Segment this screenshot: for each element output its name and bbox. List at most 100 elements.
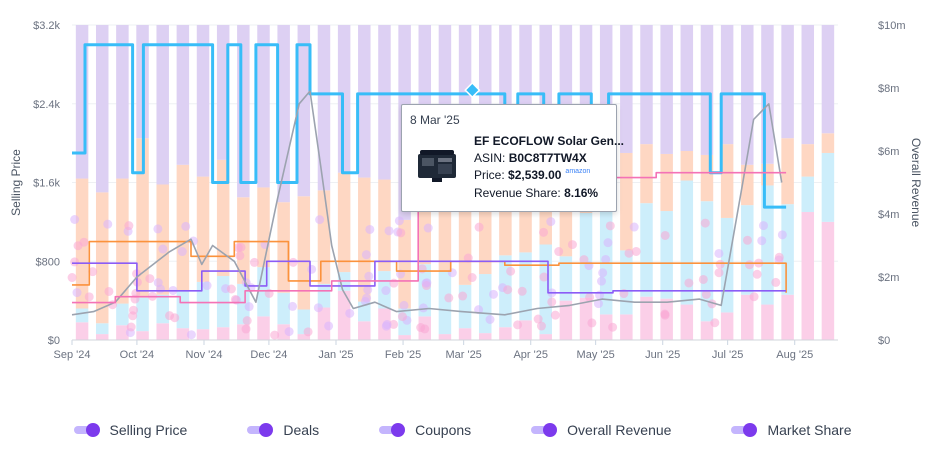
x-tick-label: Feb '25 (385, 349, 421, 361)
data-dot (757, 236, 767, 246)
data-dot (593, 299, 603, 309)
bar-segment (237, 283, 250, 325)
data-dot (70, 215, 80, 225)
bar-segment (499, 327, 512, 340)
bar-segment (237, 197, 250, 284)
bar-segment (680, 180, 694, 305)
x-tick-label: Jan '25 (318, 349, 353, 361)
tooltip-price: Price: $2,539.00 amazon (474, 168, 590, 182)
data-dot (597, 276, 607, 286)
chart-tooltip: 8 Mar '25 EF ECOFLOW Solar Gen... ASIN: … (401, 104, 624, 212)
legend-item-market-share[interactable]: Market Share (731, 418, 852, 442)
bar-segment (337, 290, 351, 340)
chart-legend: Selling Price Deals Coupons Overall Reve… (0, 418, 925, 442)
legend-item-deals[interactable]: Deals (247, 418, 319, 442)
data-dot (270, 330, 280, 340)
bar-segment (660, 211, 673, 299)
data-dot (660, 309, 670, 319)
series-line (72, 171, 787, 304)
data-dot (153, 224, 163, 234)
data-dot (698, 274, 708, 284)
data-dot (362, 293, 372, 303)
data-dot (365, 224, 375, 234)
bar-segment (378, 179, 391, 272)
data-dot (749, 292, 759, 302)
revenue-share-value: 8.16% (564, 186, 599, 200)
data-dot (422, 278, 432, 288)
bar-segment (620, 152, 633, 251)
legend-toggle-icon (531, 423, 558, 437)
legend-item-overall-revenue[interactable]: Overall Revenue (531, 418, 671, 442)
x-tick-label: Apr '25 (513, 349, 548, 361)
bar-segment (700, 321, 714, 340)
bar-segment (478, 274, 492, 334)
bar-segment (317, 307, 331, 340)
bar-segment (741, 294, 754, 340)
bar-segment (801, 212, 815, 340)
bar-segment (358, 321, 371, 340)
legend-label: Overall Revenue (567, 422, 672, 438)
data-dot (417, 264, 427, 274)
data-dot (587, 318, 597, 328)
data-dot (84, 292, 94, 302)
data-dot (539, 272, 549, 282)
data-dot (447, 268, 457, 278)
tooltip-revenue-share: Revenue Share: 8.16% (474, 186, 598, 200)
y2-tick-label: $8m (878, 83, 899, 95)
bar-segment (781, 294, 794, 340)
y2-tick-label: $4m (878, 209, 899, 221)
data-dot (631, 246, 641, 256)
legend-item-coupons[interactable]: Coupons (379, 418, 471, 442)
data-dot (536, 321, 546, 331)
data-dot (397, 312, 407, 322)
legend-item-selling-price[interactable]: Selling Price (73, 418, 187, 442)
legend-toggle-icon (379, 423, 406, 437)
data-dot (313, 303, 323, 313)
series-line (71, 90, 783, 316)
y2-tick-label: $0 (878, 335, 890, 347)
data-dot (714, 268, 724, 278)
data-dot (72, 288, 82, 298)
data-dot (629, 222, 639, 232)
bar-segment (620, 314, 633, 340)
y-tick-label: $0 (48, 335, 60, 347)
bar-segment (720, 25, 734, 145)
bar-segment (196, 329, 210, 340)
bar-segment (741, 205, 754, 295)
data-dot (145, 274, 155, 284)
bar-segment (196, 25, 210, 177)
bar-segment (559, 300, 573, 340)
bar-segment (680, 25, 694, 151)
legend-label: Coupons (415, 422, 472, 438)
data-dot (124, 221, 134, 231)
bar-segment (156, 323, 169, 340)
bar-segment (438, 271, 452, 335)
bar-segment (378, 25, 391, 180)
bar-segment (136, 138, 149, 298)
bar-segment (277, 202, 290, 293)
bar-segment (176, 25, 190, 165)
data-dot (345, 308, 355, 318)
bar-segment (579, 297, 593, 340)
x-tick-label: Nov '24 (186, 349, 223, 361)
bar-segment (680, 304, 694, 340)
y-tick-label: $800 (36, 256, 60, 268)
bar-segment (337, 25, 351, 173)
data-dot (567, 240, 577, 250)
tooltip-asin: ASIN: B0C8T7TW4X (474, 151, 587, 165)
data-dot (70, 257, 80, 267)
data-dot (700, 218, 710, 228)
data-dot (742, 235, 752, 245)
series-line (72, 43, 787, 209)
bar-segment (196, 176, 210, 282)
bar-segment (781, 138, 794, 205)
data-dot (307, 264, 317, 274)
data-dot (605, 221, 615, 231)
data-dot (241, 324, 251, 334)
bar-segment (720, 144, 734, 218)
data-dot (396, 228, 406, 238)
bar-segment (95, 323, 109, 335)
bar-segment (176, 328, 190, 340)
legend-label: Deals (283, 422, 320, 438)
x-tick-label: Aug '25 (776, 349, 813, 361)
